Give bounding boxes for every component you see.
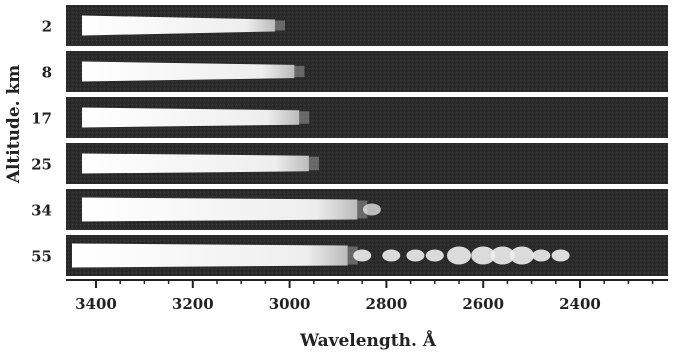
emission-band bbox=[82, 61, 295, 82]
x-tick-label: 2800 bbox=[366, 295, 408, 313]
x-tick-label: 3400 bbox=[75, 295, 117, 313]
emission-feature bbox=[382, 249, 401, 262]
strip-alt-8 bbox=[66, 51, 668, 92]
emission-feature bbox=[509, 246, 534, 265]
strip-alt-2 bbox=[66, 5, 668, 46]
emission-feature bbox=[471, 246, 496, 265]
cutoff-fade bbox=[357, 200, 368, 219]
x-tick-label: 3000 bbox=[269, 295, 311, 313]
strip-alt-25 bbox=[66, 143, 668, 184]
x-tick-label: 3200 bbox=[172, 295, 214, 313]
altitude-labels: 2 8 17 25 34 55 bbox=[31, 18, 52, 266]
emission-band bbox=[82, 197, 358, 222]
emission-feature bbox=[406, 249, 425, 262]
emission-band bbox=[82, 15, 276, 36]
x-axis-title: Wavelength. Å bbox=[299, 329, 437, 351]
emission-feature bbox=[447, 246, 471, 265]
emission-band bbox=[82, 153, 309, 174]
cutoff-fade bbox=[275, 20, 286, 31]
y-axis-title: Altitude. km bbox=[4, 65, 24, 184]
emission-feature bbox=[362, 203, 381, 216]
altitude-label: 55 bbox=[31, 248, 52, 266]
altitude-label: 25 bbox=[31, 156, 52, 174]
x-tick-label: 2600 bbox=[462, 295, 504, 313]
emission-band bbox=[82, 107, 300, 128]
strip-alt-55 bbox=[66, 235, 668, 276]
altitude-label: 17 bbox=[31, 110, 52, 128]
cutoff-fade bbox=[299, 111, 310, 124]
strip-alt-34 bbox=[66, 189, 668, 230]
cutoff-fade bbox=[294, 65, 305, 78]
emission-band bbox=[72, 243, 348, 268]
altitude-label: 8 bbox=[42, 64, 52, 82]
altitude-label: 2 bbox=[42, 18, 52, 36]
altitude-label: 34 bbox=[31, 202, 52, 220]
x-axis: 3400 3200 3000 2800 2600 2400 bbox=[66, 279, 668, 313]
emission-feature bbox=[490, 246, 515, 265]
strip-alt-17 bbox=[66, 97, 668, 138]
cutoff-fade bbox=[308, 156, 319, 171]
emission-feature bbox=[353, 249, 372, 262]
emission-feature bbox=[425, 249, 444, 262]
cutoff-fade bbox=[347, 246, 358, 265]
spectra-strips bbox=[66, 5, 668, 276]
emission-feature bbox=[532, 249, 551, 262]
x-tick-label: 2400 bbox=[559, 295, 601, 313]
emission-feature bbox=[551, 249, 570, 262]
